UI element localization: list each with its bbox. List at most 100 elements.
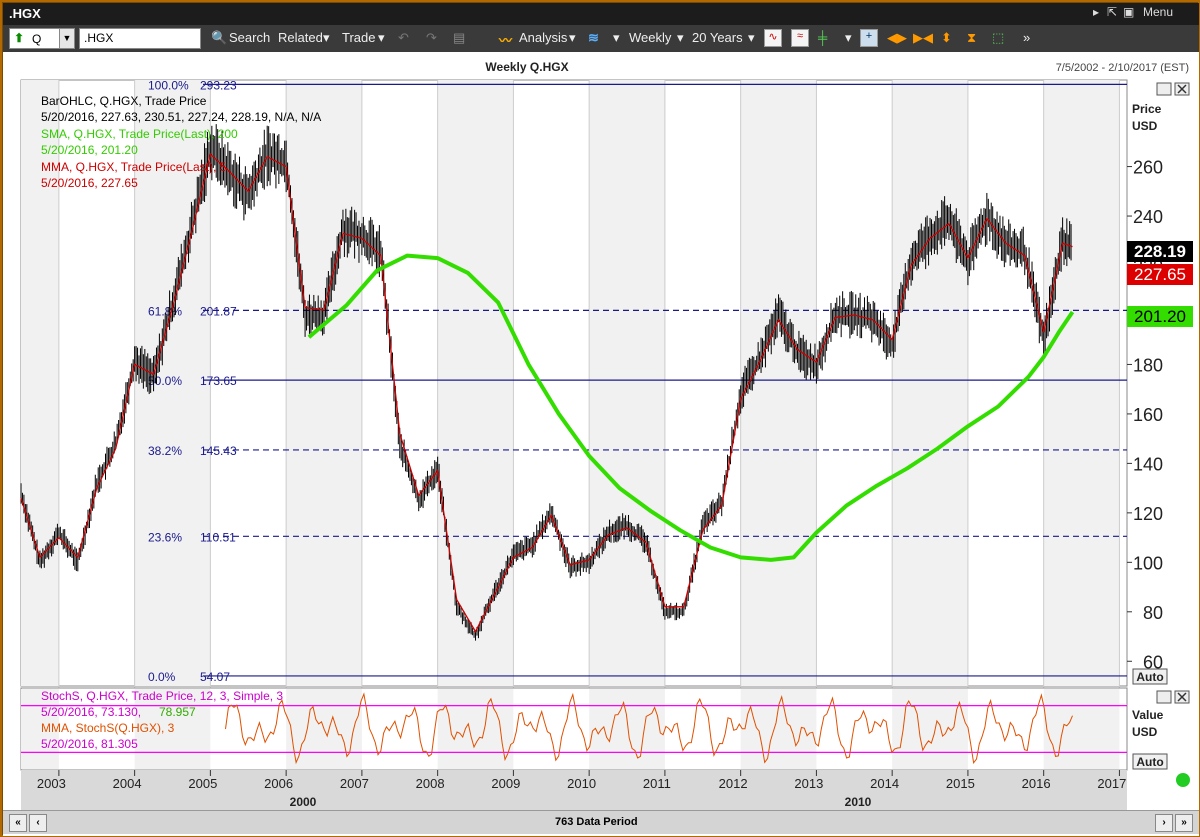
y-tick-label: 240 <box>1133 207 1163 227</box>
sma-price-badge <box>1127 306 1193 327</box>
value-auto-label: Auto <box>1136 755 1163 769</box>
legend-sma-title: SMA, Q.HGX, Trade Price(Last), 200 <box>41 127 238 141</box>
value-auto-button[interactable] <box>1132 753 1168 770</box>
last-price-badge <box>1127 241 1193 262</box>
legend-sma-values: 5/20/2016, 201.20 <box>41 143 138 157</box>
year-band <box>437 689 514 769</box>
stoch-legend-title: StochS, Q.HGX, Trade Price, 12, 3, Simpl… <box>41 689 283 703</box>
x-tick-label: 2003 <box>37 776 66 791</box>
print-icon[interactable]: ▤ <box>453 30 466 45</box>
trade-menu[interactable]: Trade <box>342 30 376 45</box>
x-tick-label: 2012 <box>719 776 748 791</box>
compare-chart-icon[interactable]: ≈ <box>791 29 809 47</box>
crosshair-chevron-icon[interactable]: ▾ <box>845 30 852 45</box>
studies-icon[interactable]: ≋ <box>588 30 599 45</box>
year-band <box>589 689 665 769</box>
y-tick-label: 60 <box>1143 652 1163 672</box>
decade-label-2010: 2010 <box>845 795 872 809</box>
year-band <box>1043 689 1120 769</box>
redo-icon[interactable]: ↷ <box>426 30 437 45</box>
crosshair-icon[interactable]: ╪ <box>818 30 828 45</box>
more-tools-icon[interactable]: » <box>1023 30 1031 45</box>
popout-icon[interactable]: ⇱ <box>1107 5 1118 19</box>
x-tick-label: 2006 <box>264 776 293 791</box>
price-axis-title: Price <box>1132 102 1162 116</box>
price-auto-button[interactable] <box>1132 668 1168 685</box>
menu-button[interactable]: Menu <box>1143 5 1174 19</box>
year-band <box>589 80 665 686</box>
year-band <box>286 80 362 686</box>
analysis-icon[interactable]: 〰 <box>499 33 513 48</box>
price-auto-label: Auto <box>1136 670 1163 684</box>
mma-line <box>20 152 1073 633</box>
time-axis[interactable] <box>21 770 1127 810</box>
analysis-chevron-icon[interactable]: ▾ <box>569 30 576 45</box>
period-chevron-icon[interactable]: ▾ <box>677 30 684 45</box>
value-axis-unit: USD <box>1132 725 1158 739</box>
y-tick-label: 80 <box>1143 603 1163 623</box>
studies-chevron-icon[interactable]: ▾ <box>613 30 620 45</box>
add-study-icon[interactable]: + <box>860 29 878 47</box>
mma-price-badge <box>1127 264 1193 285</box>
range-chevron-icon[interactable]: ▾ <box>748 30 755 45</box>
pin-icon[interactable]: ▸ <box>1093 5 1100 19</box>
chevron-down-icon[interactable]: ▼ <box>59 28 75 49</box>
fib-value-label: 54.07 <box>200 670 230 684</box>
data-period-label: 763 Data Period <box>555 816 638 828</box>
step-right-icon[interactable]: › <box>1155 814 1173 832</box>
y-tick-label: 140 <box>1133 454 1163 474</box>
related-menu[interactable]: Related <box>278 30 323 45</box>
last-price-label: 228.19 <box>1134 242 1186 261</box>
status-indicator <box>1176 773 1190 787</box>
symbol-input[interactable]: .HGX <box>79 28 201 49</box>
legend-mma-title: MMA, Q.HGX, Trade Price(Last), 5 <box>41 160 227 174</box>
scroll-bar[interactable]: « ‹ 763 Data Period › » <box>3 810 1199 834</box>
year-band <box>21 689 59 769</box>
pane-restore-icon[interactable] <box>1156 82 1172 96</box>
y-tick-label: 100 <box>1133 553 1163 573</box>
step-left-icon[interactable]: ‹ <box>29 814 47 832</box>
stoch-restore-icon[interactable] <box>1156 690 1172 704</box>
year-band <box>1043 80 1120 686</box>
value-axis-title: Value <box>1132 708 1164 722</box>
fib-value-label: 201.87 <box>200 304 237 318</box>
y-tick-label: 120 <box>1133 504 1163 524</box>
related-chevron-icon[interactable]: ▾ <box>323 30 330 45</box>
restore-icon[interactable]: ▣ <box>1123 5 1135 19</box>
period-select[interactable]: Weekly <box>629 30 672 45</box>
y-tick-label: 160 <box>1133 405 1163 425</box>
range-select[interactable]: 20 Years <box>692 30 743 45</box>
analysis-menu[interactable]: Analysis <box>519 30 568 45</box>
zoom-in-icon[interactable]: ▶◀ <box>913 30 933 45</box>
stoch-mma-values: 5/20/2016, 81.305 <box>41 737 138 751</box>
x-tick-label: 2011 <box>643 776 671 791</box>
price-axis-unit: USD <box>1132 119 1158 133</box>
mma-price-label: 227.65 <box>1134 265 1186 284</box>
x-tick-label: 2005 <box>188 776 217 791</box>
undo-icon[interactable]: ↶ <box>398 30 409 45</box>
vertical-expand-icon[interactable]: ⬍ <box>941 30 952 45</box>
fib-value-label: 173.65 <box>200 374 237 388</box>
search-button[interactable]: Search <box>229 30 271 45</box>
scroll-right-icon[interactable]: » <box>1175 814 1193 832</box>
stoch-legend-values-b: 78.957 <box>159 705 196 719</box>
scroll-left-right-icon[interactable]: ◀▶ <box>887 30 907 45</box>
line-chart-icon[interactable]: ∿ <box>764 29 782 47</box>
x-tick-label: 2013 <box>794 776 823 791</box>
up-arrow-icon: ⬆ <box>14 31 25 45</box>
toolbar: ⬆ Q ▼ .HGX 🔍 Search Related ▾ Trade ▾ ↶ … <box>3 25 1199 52</box>
fib-level-label: 23.6% <box>148 530 182 544</box>
year-band <box>437 80 514 686</box>
search-icon[interactable]: 🔍 <box>211 30 228 45</box>
vertical-compress-icon[interactable]: ⧗ <box>967 30 977 45</box>
select-tool-icon[interactable]: ⬚ <box>992 30 1005 45</box>
stoch-line <box>225 692 1073 765</box>
chart-area[interactable]: 100.0% 293.23 61.8% 201.87 50.0% 173.65 38.2% 1… <box>3 52 1199 836</box>
x-tick-label: 2016 <box>1022 776 1051 791</box>
window-title: .HGX <box>9 6 41 21</box>
trade-chevron-icon[interactable]: ▾ <box>378 30 385 45</box>
stoch-legend-values-a: 5/20/2016, 73.130, <box>41 705 141 719</box>
scroll-left-icon[interactable]: « <box>9 814 27 832</box>
date-range: 7/5/2002 - 2/10/2017 (EST) <box>1056 62 1189 74</box>
